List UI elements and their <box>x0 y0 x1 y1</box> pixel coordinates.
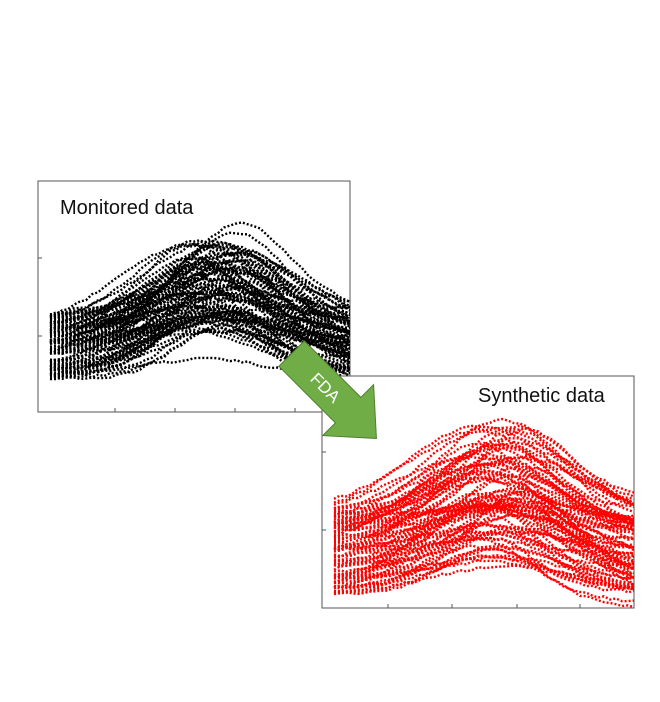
curve <box>333 469 634 534</box>
curve <box>50 263 350 351</box>
curve <box>333 443 634 528</box>
curve <box>49 244 350 345</box>
curve <box>49 303 350 331</box>
curve <box>333 507 634 552</box>
curve <box>333 417 634 510</box>
curve <box>333 503 634 528</box>
curve <box>49 245 350 334</box>
tick-group <box>38 257 296 412</box>
curve <box>49 277 350 330</box>
curve <box>333 559 634 593</box>
curve <box>333 429 634 527</box>
curve <box>333 477 634 553</box>
arrow: FDA <box>278 340 377 439</box>
curve <box>49 317 350 357</box>
curve <box>333 546 634 608</box>
arrow-shape <box>278 340 377 439</box>
curve <box>49 328 350 370</box>
curve <box>49 290 350 345</box>
curve <box>49 239 350 324</box>
curve <box>333 462 634 523</box>
curve <box>333 440 634 510</box>
curve <box>49 297 350 377</box>
curve <box>333 530 634 560</box>
curve <box>49 276 350 319</box>
curve <box>333 472 634 551</box>
curve <box>49 285 350 351</box>
curve <box>334 462 634 550</box>
curve <box>333 502 634 567</box>
curve <box>49 269 350 320</box>
curve <box>49 289 350 333</box>
curve <box>333 424 634 504</box>
curve <box>333 464 634 558</box>
curve <box>333 503 634 536</box>
curve <box>334 506 634 552</box>
curve <box>333 503 634 571</box>
curve <box>333 536 634 594</box>
curve <box>333 459 634 541</box>
curve <box>49 256 350 335</box>
curve <box>49 279 350 357</box>
curve <box>49 304 350 383</box>
curve <box>333 430 634 524</box>
curve <box>333 454 634 525</box>
curve <box>49 259 350 326</box>
curve <box>333 461 634 534</box>
curve <box>49 311 350 372</box>
curve <box>333 496 634 563</box>
curve <box>49 296 350 352</box>
curve <box>333 544 634 591</box>
curve <box>333 474 634 531</box>
tick-group <box>322 451 581 608</box>
curve <box>333 537 634 603</box>
curve <box>333 564 634 594</box>
curve <box>49 265 350 342</box>
curve <box>333 473 634 531</box>
curve-group <box>333 417 634 608</box>
curve <box>333 502 634 555</box>
curve <box>49 283 350 321</box>
panel-label: Monitored data <box>60 197 194 219</box>
curve <box>333 475 634 563</box>
curve <box>49 242 350 324</box>
curve <box>333 492 634 590</box>
curve <box>333 506 634 579</box>
curve <box>333 514 634 549</box>
curve <box>333 530 634 562</box>
curve <box>333 446 634 516</box>
panel-label: Synthetic data <box>478 385 606 407</box>
curve <box>49 282 350 335</box>
curve <box>333 513 634 585</box>
curve <box>333 509 634 575</box>
curve <box>49 328 350 379</box>
curve <box>333 424 634 516</box>
curve <box>49 270 350 323</box>
curve <box>333 454 634 526</box>
curve <box>333 442 634 525</box>
curve <box>333 497 634 579</box>
curve <box>49 315 350 378</box>
